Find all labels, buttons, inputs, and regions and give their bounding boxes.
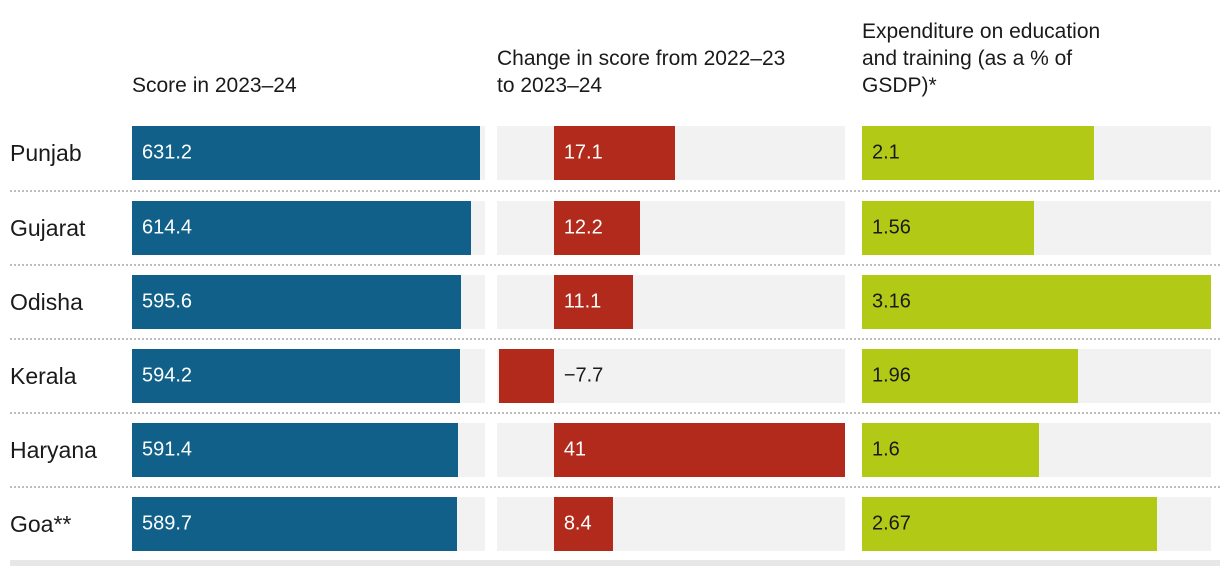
column-header-expenditure: Expenditure on education and training (a…: [862, 20, 1101, 98]
bar-cell: 2.1: [862, 126, 1211, 180]
bar-track: 1.6: [862, 423, 1211, 477]
bar-track: 2.67: [862, 497, 1211, 551]
bar-cell: 12.2: [497, 201, 862, 255]
value-label: 2.1: [872, 141, 900, 164]
bar: [132, 275, 461, 329]
bottom-axis-line: [10, 560, 1220, 566]
bar-track: 1.56: [862, 201, 1211, 255]
bar-cell: 594.2: [132, 349, 497, 403]
value-label: 8.4: [563, 512, 592, 535]
bar-track: 12.2: [497, 201, 845, 255]
bar-cell: −7.7: [497, 349, 862, 403]
bar-track: 11.1: [497, 275, 845, 329]
bar-cell: 631.2: [132, 126, 497, 180]
value-label: 3.16: [872, 290, 911, 313]
bar-cell: 1.6: [862, 423, 1211, 477]
value-label: 1.6: [872, 438, 900, 461]
bar-cell: 595.6: [132, 275, 497, 329]
value-label: −7.7: [563, 364, 604, 387]
value-label: 1.96: [872, 364, 911, 387]
bar: [862, 275, 1211, 329]
value-label: 11.1: [563, 290, 602, 313]
bar-cell: 591.4: [132, 423, 497, 477]
bar-cell: 11.1: [497, 275, 862, 329]
bar: [132, 201, 471, 255]
value-label: 41: [563, 438, 587, 461]
column-header-change: Change in score from 2022–23 to 2023–24: [497, 47, 786, 98]
bar-track: 17.1: [497, 126, 845, 180]
row-label: Haryana: [10, 436, 97, 463]
bar-track: 589.7: [132, 497, 485, 551]
bar: [499, 349, 554, 403]
bar: [132, 349, 460, 403]
bar-track: 1.96: [862, 349, 1211, 403]
row-label: Odisha: [10, 288, 83, 315]
chart-row: Gujarat 614.4 12.2 1.56: [10, 190, 1220, 264]
bar-track: 8.4: [497, 497, 845, 551]
row-label: Kerala: [10, 362, 77, 389]
bar-cell: 589.7: [132, 497, 497, 551]
value-label: 1.56: [872, 216, 911, 239]
row-label: Punjab: [10, 139, 82, 166]
bar-cell: 17.1: [497, 126, 862, 180]
bar: [553, 275, 633, 329]
value-label: 2.67: [872, 512, 911, 535]
bar-track: 591.4: [132, 423, 485, 477]
bar: [553, 423, 845, 477]
bar-track: 594.2: [132, 349, 485, 403]
bar: [862, 349, 1079, 403]
bar-track: 631.2: [132, 126, 485, 180]
value-label: 595.6: [142, 290, 193, 313]
chart-row: Punjab 631.2 17.1 2.1: [10, 116, 1220, 190]
bar-cell: 1.96: [862, 349, 1211, 403]
value-label: 631.2: [142, 141, 193, 164]
bar: [862, 126, 1094, 180]
row-label: Gujarat: [10, 214, 86, 241]
bar-cell: 614.4: [132, 201, 497, 255]
bar: [862, 497, 1157, 551]
value-label: 589.7: [142, 512, 193, 535]
bar-track: 595.6: [132, 275, 485, 329]
bar: [132, 126, 481, 180]
bar: [862, 423, 1039, 477]
value-label: 12.2: [563, 216, 603, 239]
value-label: 614.4: [142, 216, 193, 239]
value-label: 594.2: [142, 364, 193, 387]
bar-track: 2.1: [862, 126, 1211, 180]
bar: [553, 201, 641, 255]
column-header-score: Score in 2023–24: [132, 74, 297, 98]
bar-cell: 1.56: [862, 201, 1211, 255]
value-label: 17.1: [563, 141, 603, 164]
bar-cell: 2.67: [862, 497, 1211, 551]
value-label: 591.4: [142, 438, 193, 461]
bar-track: −7.7: [497, 349, 845, 403]
bar-cell: 41: [497, 423, 862, 477]
bar: [132, 423, 459, 477]
column-headers: Score in 2023–24 Change in score from 20…: [10, 0, 1220, 116]
bar-track: 614.4: [132, 201, 485, 255]
bar-cell: 3.16: [862, 275, 1211, 329]
bar-track: 41: [497, 423, 845, 477]
bar-track: 3.16: [862, 275, 1211, 329]
bar: [553, 126, 676, 180]
chart-row: Goa** 589.7 8.4 2.67: [10, 486, 1220, 560]
row-label: Goa**: [10, 510, 72, 537]
chart-rows: Punjab 631.2 17.1 2.1 Gujarat 614.4 12.2 1.56 Od…: [10, 116, 1220, 560]
bar: [862, 201, 1035, 255]
bar-cell: 8.4: [497, 497, 862, 551]
chart-row: Haryana 591.4 41 1.6: [10, 412, 1220, 486]
bar: [132, 497, 458, 551]
chart-row: Odisha 595.6 11.1 3.16: [10, 264, 1220, 338]
bar: [553, 497, 614, 551]
chart-row: Kerala 594.2 −7.7 1.96: [10, 338, 1220, 412]
